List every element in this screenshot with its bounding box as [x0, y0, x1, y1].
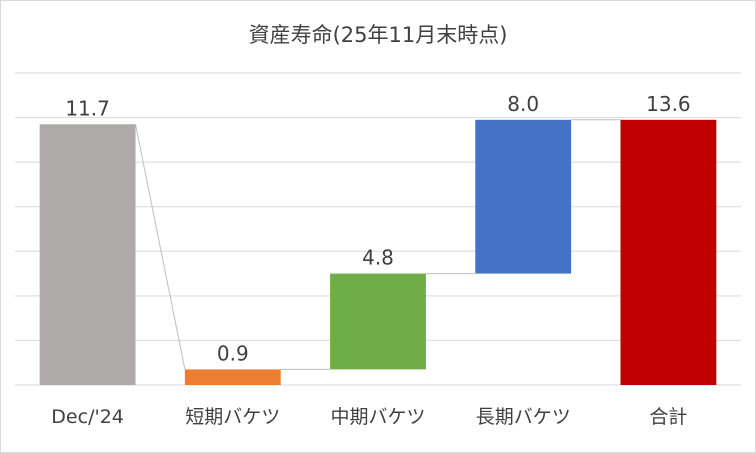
category-label-3: 長期バケツ: [476, 406, 571, 428]
chart-title: 資産寿命(25年11月末時点): [248, 23, 508, 47]
value-label-1: 0.9: [217, 341, 249, 365]
bar-1: [184, 369, 281, 385]
bar-2: [330, 273, 426, 370]
value-label-4: 13.6: [646, 92, 691, 116]
value-label-3: 8.0: [507, 92, 539, 116]
bar-3: [475, 119, 572, 274]
connector-line: [135, 124, 186, 370]
category-label-2: 中期バケツ: [330, 406, 425, 428]
bar-0: [39, 124, 136, 385]
category-label-4: 合計: [649, 406, 687, 428]
value-label-2: 4.8: [362, 246, 394, 270]
bar-4: [620, 119, 717, 386]
category-label-0: Dec/'24: [51, 406, 124, 428]
value-label-0: 11.7: [65, 96, 110, 120]
category-label-1: 短期バケツ: [185, 406, 280, 428]
